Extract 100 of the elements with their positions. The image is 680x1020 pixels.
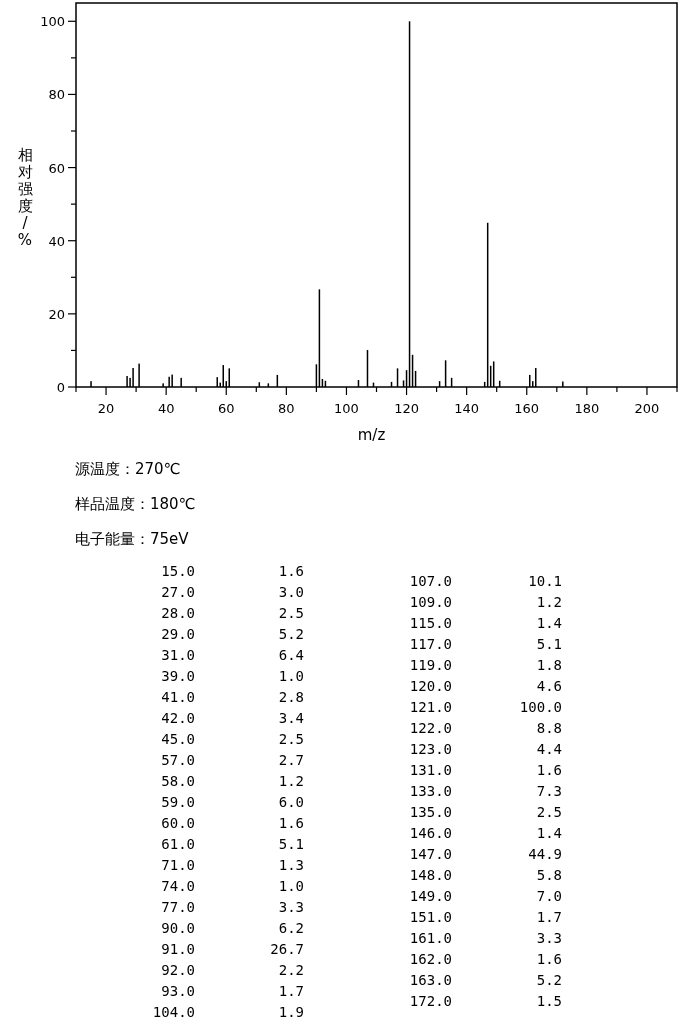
x-tick-label: 200 — [634, 401, 660, 416]
y-tick-label: 20 — [48, 306, 65, 322]
y-axis-title: 相对强度/% — [17, 146, 33, 249]
text: 147.0 — [409, 846, 452, 862]
text: 123.0 — [409, 741, 452, 757]
text: 3.3 — [536, 930, 562, 946]
text: 93.0 — [161, 983, 195, 999]
text: 57.0 — [161, 752, 195, 768]
text: 61.0 — [161, 836, 195, 852]
text: 1.7 — [278, 983, 304, 999]
x-tick-label: 160 — [514, 401, 540, 416]
text: 1.8 — [536, 657, 562, 673]
text: 146.0 — [409, 825, 452, 841]
text: 161.0 — [409, 930, 452, 946]
text: 122.0 — [409, 720, 452, 736]
text: 1.0 — [278, 668, 304, 684]
x-tick-label: 100 — [334, 401, 359, 416]
text: 1.3 — [278, 857, 304, 873]
text: 2.7 — [278, 752, 304, 768]
text: 149.0 — [409, 888, 452, 904]
y-tick-label: 60 — [48, 160, 65, 176]
text: 58.0 — [161, 773, 195, 789]
text: 5.1 — [278, 836, 304, 852]
y-tick-label: 40 — [48, 233, 65, 249]
text: 1.6 — [278, 563, 304, 579]
text: 源温度：270℃ — [75, 460, 181, 478]
text: 121.0 — [409, 699, 452, 715]
text: 120.0 — [409, 678, 452, 694]
text: 109.0 — [409, 594, 452, 610]
text: 28.0 — [161, 605, 195, 621]
x-tick-label: 120 — [394, 401, 419, 416]
text: 135.0 — [409, 804, 452, 820]
x-tick-label: 80 — [278, 401, 295, 416]
text: 90.0 — [161, 920, 195, 936]
text: 电子能量：75eV — [75, 530, 190, 548]
text: 42.0 — [161, 710, 195, 726]
text: 92.0 — [161, 962, 195, 978]
text: 71.0 — [161, 857, 195, 873]
text: 172.0 — [409, 993, 452, 1009]
text: 31.0 — [161, 647, 195, 663]
text: 1.6 — [536, 951, 562, 967]
text: 119.0 — [409, 657, 452, 673]
text: 15.0 — [161, 563, 195, 579]
text: 1.7 — [536, 909, 562, 925]
text: 2.8 — [278, 689, 304, 705]
text: 77.0 — [161, 899, 195, 915]
text: 1.0 — [278, 878, 304, 894]
text: 115.0 — [409, 615, 452, 631]
text: 104.0 — [152, 1004, 195, 1020]
text: 29.0 — [161, 626, 195, 642]
text: 133.0 — [409, 783, 452, 799]
text: 131.0 — [409, 762, 452, 778]
text: 3.3 — [278, 899, 304, 915]
text: 4.6 — [536, 678, 562, 694]
text: 2.5 — [278, 605, 304, 621]
text: 6.2 — [278, 920, 304, 936]
text: 74.0 — [161, 878, 195, 894]
text: 26.7 — [270, 941, 304, 957]
text: 6.0 — [278, 794, 304, 810]
text: 7.3 — [536, 783, 562, 799]
text: 151.0 — [409, 909, 452, 925]
text: 148.0 — [409, 867, 452, 883]
text: 1.9 — [278, 1004, 304, 1020]
x-tick-label: 140 — [454, 401, 480, 416]
text: 6.4 — [278, 647, 304, 663]
text: 60.0 — [161, 815, 195, 831]
text: 1.2 — [278, 773, 304, 789]
text: 45.0 — [161, 731, 195, 747]
text: 107.0 — [409, 573, 452, 589]
y-tick-label: 0 — [56, 380, 65, 395]
x-tick-label: 180 — [574, 401, 600, 416]
y-tick-label: 80 — [48, 87, 65, 103]
x-tick-label: 20 — [97, 401, 115, 416]
text: 10.1 — [528, 573, 562, 589]
text: 41.0 — [161, 689, 195, 705]
text: 2.5 — [536, 804, 562, 820]
text: 8.8 — [536, 720, 562, 736]
text: 162.0 — [409, 951, 452, 967]
text: 1.4 — [536, 615, 562, 631]
y-tick-label: 100 — [40, 14, 65, 30]
x-axis-title: m/z — [357, 426, 386, 444]
x-tick-label: 60 — [217, 401, 235, 416]
text: 117.0 — [409, 636, 452, 652]
text: 样品温度：180℃ — [75, 495, 196, 513]
text: 44.9 — [528, 846, 562, 862]
text: 3.4 — [278, 710, 304, 726]
text: 39.0 — [161, 668, 195, 684]
x-tick-label: 40 — [157, 401, 175, 416]
text: 5.8 — [536, 867, 562, 883]
text: 1.6 — [536, 762, 562, 778]
text: 4.4 — [536, 741, 562, 757]
text: 1.5 — [536, 993, 562, 1009]
text: 1.4 — [536, 825, 562, 841]
text: 59.0 — [161, 794, 195, 810]
text: 100.0 — [519, 699, 562, 715]
text: 3.0 — [278, 584, 304, 600]
text: 2.2 — [278, 962, 304, 978]
text: 2.5 — [278, 731, 304, 747]
text: 91.0 — [161, 941, 195, 957]
text: 5.2 — [536, 972, 562, 988]
